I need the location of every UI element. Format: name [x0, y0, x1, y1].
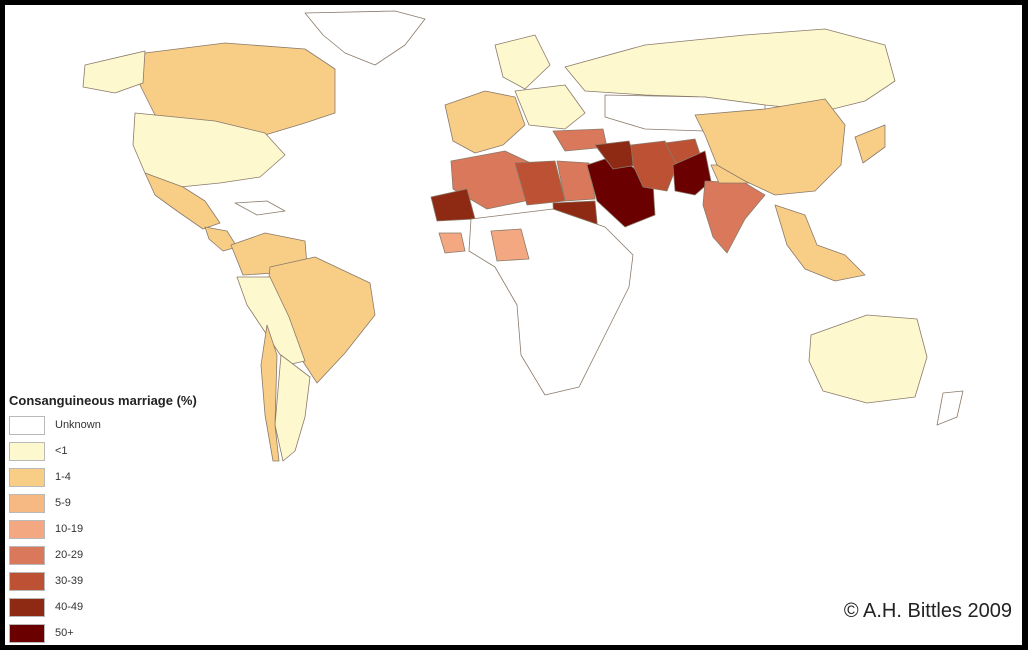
map-frame: Consanguineous marriage (%) Unknown <1 1-4… [5, 5, 1022, 645]
region-russia [564, 28, 896, 112]
region-west-africa-coast [438, 232, 466, 254]
region-western-europe [444, 90, 526, 154]
region-western-sahara-mauritania [430, 188, 476, 222]
legend-item: 5-9 [9, 490, 269, 516]
legend-swatch [9, 519, 45, 539]
region-argentina [274, 354, 311, 462]
legend-swatch [9, 467, 45, 487]
region-india [702, 180, 766, 254]
legend-item: <1 [9, 438, 269, 464]
region-southeast-asia [774, 204, 866, 282]
legend-item: 30-39 [9, 568, 269, 594]
region-central-america [204, 226, 238, 252]
legend-swatch [9, 545, 45, 565]
region-nigeria [490, 228, 530, 262]
legend-label: 30-39 [55, 575, 84, 587]
world-map [82, 10, 964, 462]
legend-label: 20-29 [55, 549, 84, 561]
region-chile [260, 324, 280, 462]
legend-item: 20-29 [9, 542, 269, 568]
region-scandinavia [494, 34, 551, 90]
legend-label: 1-4 [55, 471, 71, 483]
region-eastern-europe [514, 84, 586, 130]
legend-label: 10-19 [55, 523, 84, 535]
region-australia [808, 314, 928, 404]
region-china [694, 98, 846, 196]
region-canada [139, 42, 336, 136]
legend-swatch [9, 441, 45, 461]
region-caribbean [234, 200, 286, 216]
region-mexico [144, 172, 221, 230]
legend-swatch [9, 571, 45, 591]
legend-item: 50+ [9, 620, 269, 645]
region-usa [132, 112, 286, 188]
region-iran [630, 140, 678, 192]
region-japan [854, 124, 886, 164]
legend-label: 40-49 [55, 601, 84, 613]
legend-swatch [9, 493, 45, 513]
legend-label: 5-9 [55, 497, 71, 509]
legend-label: Unknown [55, 419, 101, 431]
legend-label: 50+ [55, 627, 74, 639]
region-egypt [556, 160, 596, 202]
region-new-zealand [936, 390, 964, 426]
copyright-text: © A.H. Bittles 2009 [843, 600, 1012, 622]
region-alaska [82, 50, 146, 94]
legend-item: Unknown [9, 412, 269, 438]
legend-title: Consanguineous marriage (%) [9, 393, 197, 408]
legend: Consanguineous marriage (%) Unknown <1 1-4… [9, 393, 269, 645]
legend-swatch [9, 415, 45, 435]
legend-item: 40-49 [9, 594, 269, 620]
region-greenland [304, 10, 426, 66]
legend-swatch [9, 623, 45, 643]
region-pakistan [672, 150, 712, 196]
region-morocco-algeria [450, 150, 536, 210]
legend-item: 1-4 [9, 464, 269, 490]
legend-item: 10-19 [9, 516, 269, 542]
region-peru-bolivia [236, 276, 306, 366]
legend-swatch [9, 597, 45, 617]
legend-label: <1 [55, 445, 68, 457]
